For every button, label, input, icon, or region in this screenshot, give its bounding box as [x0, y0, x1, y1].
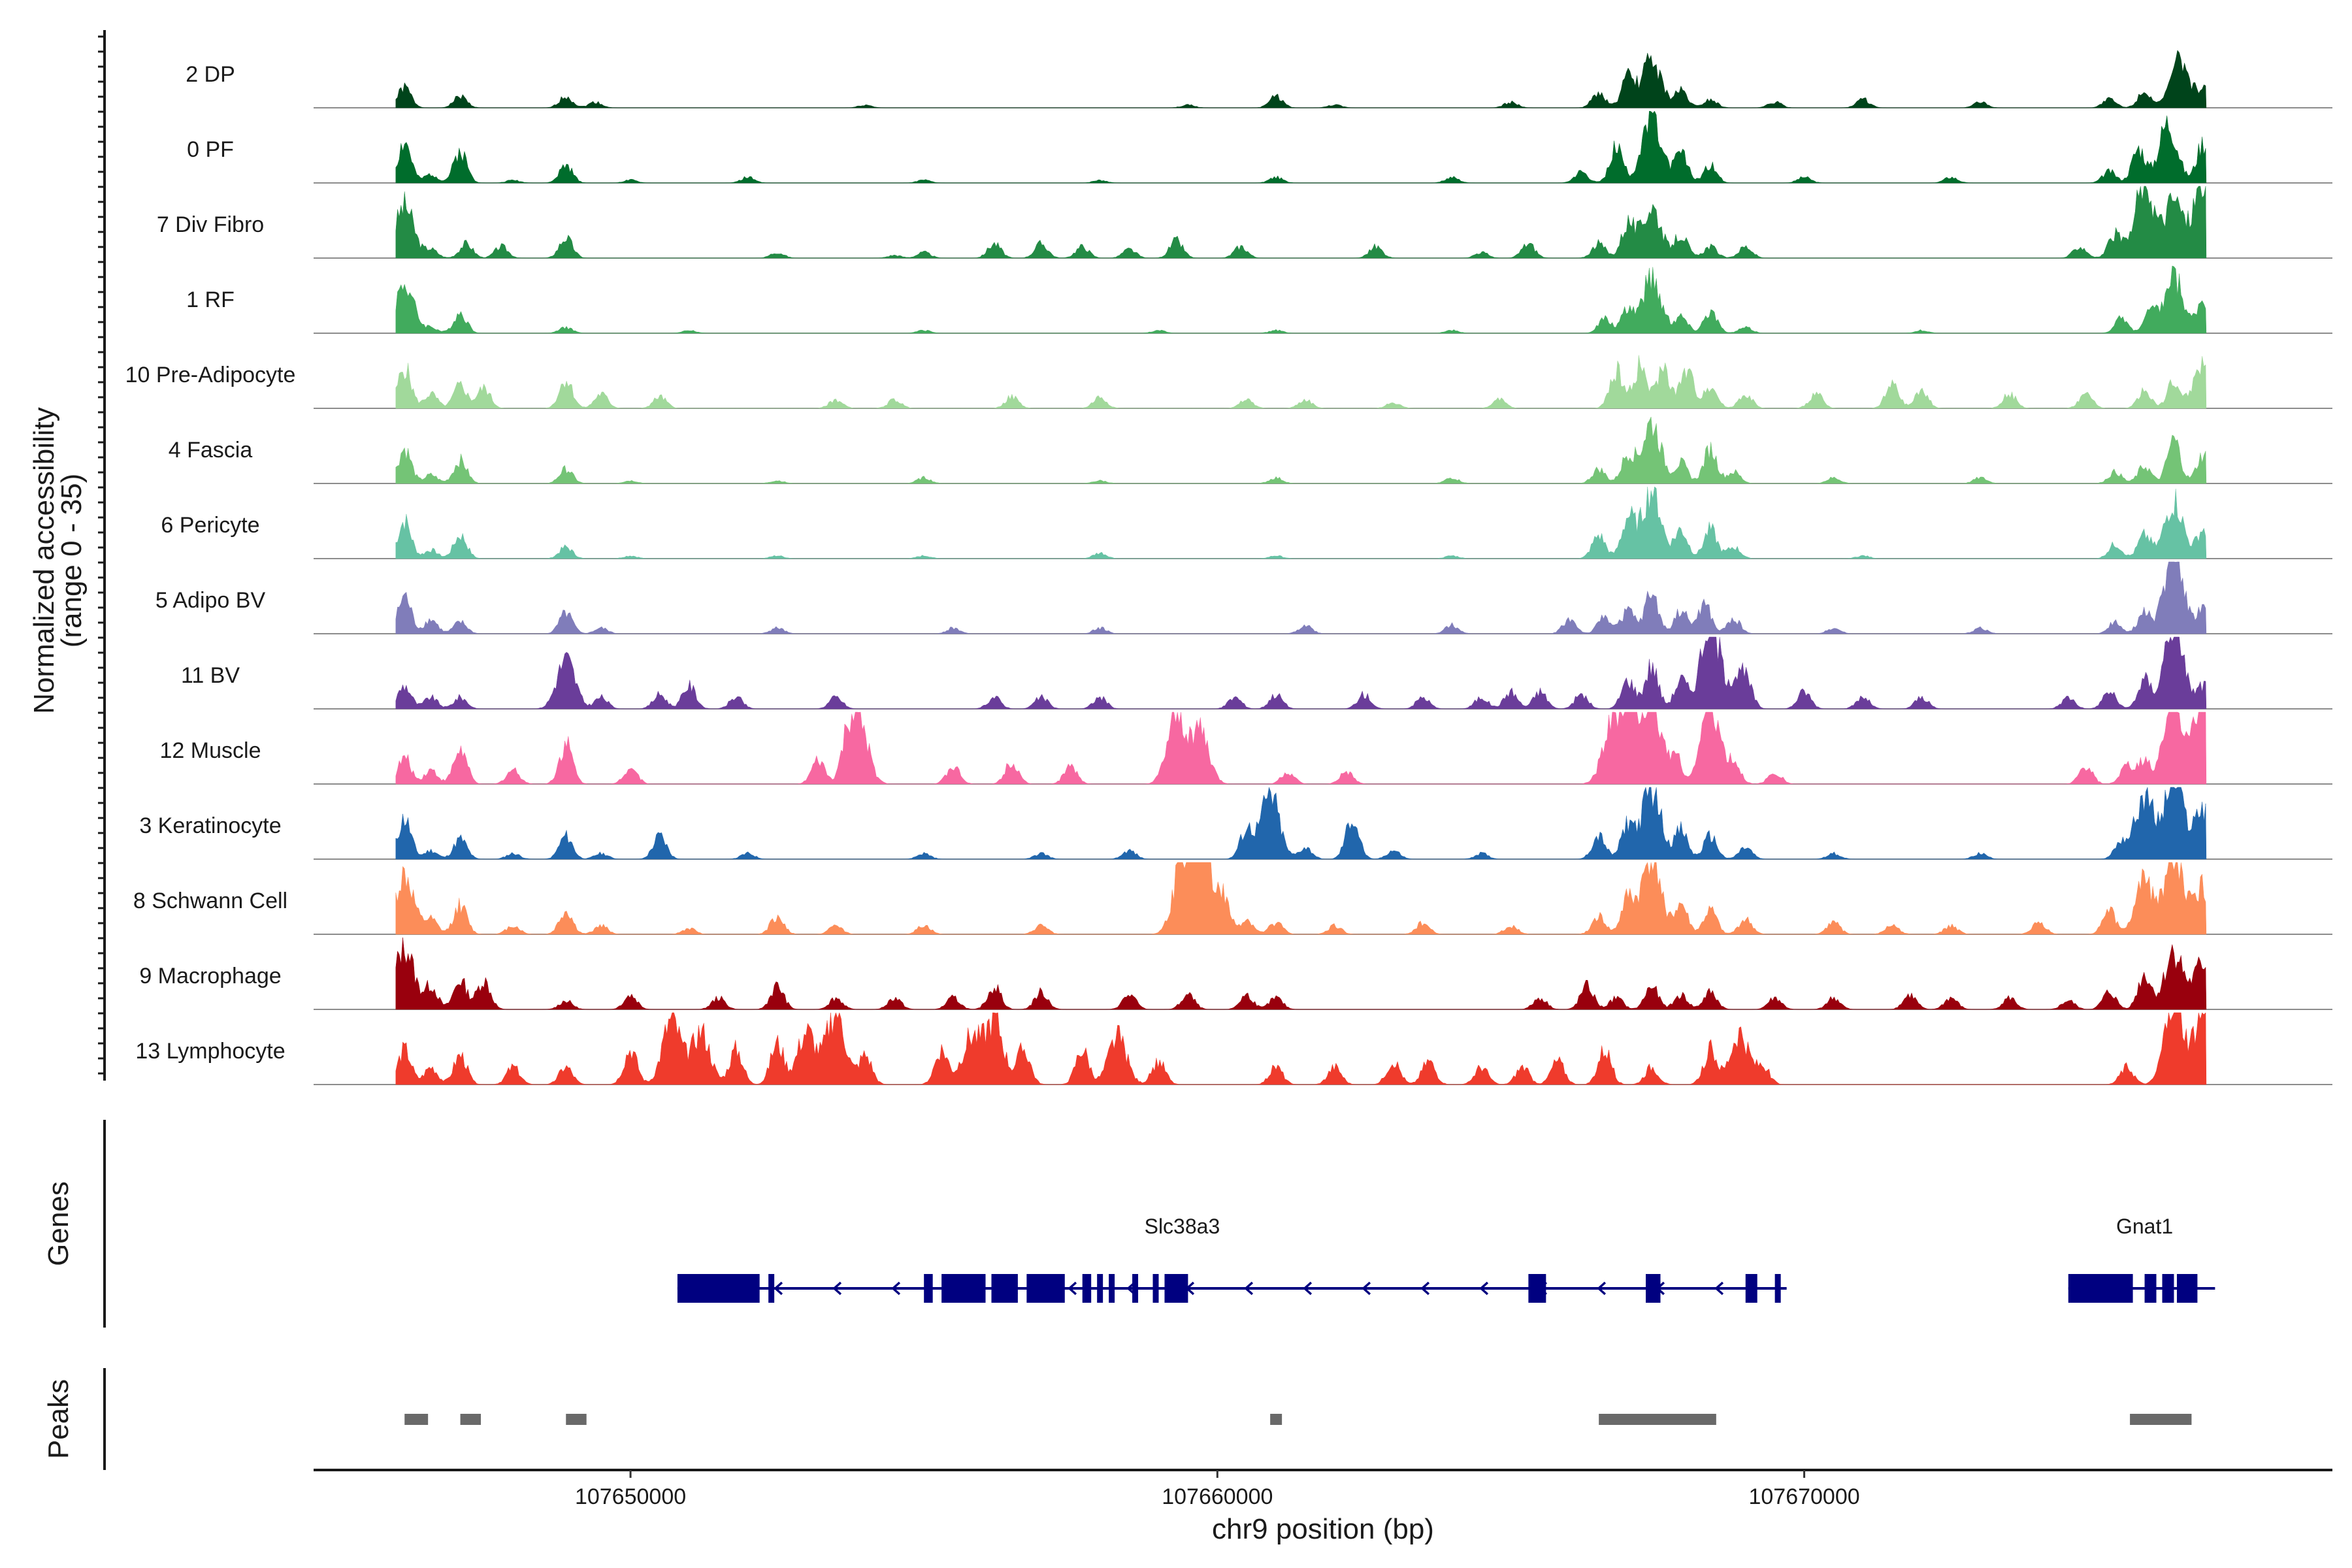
- genes-title: Genes: [42, 1181, 74, 1266]
- peak-region: [460, 1414, 482, 1425]
- coverage-area: [395, 355, 2207, 409]
- track-label: 10 Pre-Adipocyte: [125, 363, 296, 387]
- track-3-keratinocyte: 3 Keratinocyte: [139, 787, 2332, 860]
- strand-arrow: [1420, 1281, 1430, 1296]
- strand-arrow: [832, 1281, 842, 1296]
- exon: [1774, 1274, 1781, 1303]
- track-label: 11 BV: [181, 663, 240, 688]
- track-12-muscle: 12 Muscle: [160, 711, 2332, 785]
- track-9-macrophage: 9 Macrophage: [139, 937, 2332, 1010]
- coverage-area: [395, 636, 2207, 710]
- track-label: 2 DP: [186, 62, 235, 87]
- track-label: 12 Muscle: [160, 738, 261, 763]
- track-4-fascia: 4 Fascia: [169, 416, 2332, 484]
- exon: [991, 1274, 1018, 1303]
- coverage-area: [395, 110, 2207, 184]
- coverage-tracks: 2 DP 0 PF 7 Div Fibro 1 RF 10 Pre-Adipocyte 4…: [125, 50, 2332, 1085]
- track-1-rf: 1 RF: [186, 265, 2332, 334]
- track-label: 8 Schwann Cell: [133, 889, 287, 913]
- track-0-pf: 0 PF: [187, 110, 2332, 184]
- track-6-pericyte: 6 Pericyte: [161, 486, 2332, 559]
- track-label: 13 Lymphocyte: [135, 1039, 285, 1064]
- track-label: 1 RF: [186, 287, 235, 312]
- coverage-area: [395, 486, 2207, 559]
- coverage-area: [395, 1012, 2207, 1085]
- exon: [1152, 1274, 1159, 1303]
- y-axis-range: (range 0 - 35): [56, 474, 88, 648]
- exon: [2162, 1274, 2174, 1303]
- exon: [1109, 1274, 1115, 1303]
- peak-annotation: [404, 1414, 2192, 1425]
- exon: [1528, 1274, 1546, 1303]
- track-5-adipo-bv: 5 Adipo BV: [155, 561, 2332, 634]
- track-label: 9 Macrophage: [139, 964, 281, 988]
- strand-arrow: [774, 1281, 783, 1296]
- peak-region: [404, 1414, 429, 1425]
- strand-arrow: [1362, 1281, 1371, 1296]
- coverage-area: [395, 937, 2207, 1010]
- exon: [1745, 1274, 1757, 1303]
- coverage-area: [395, 711, 2207, 785]
- gene-annotation: Slc38a3 Gnat1: [677, 1215, 2215, 1303]
- exon: [768, 1274, 775, 1303]
- gene-label: Gnat1: [2116, 1215, 2173, 1238]
- exon: [1097, 1274, 1103, 1303]
- coverage-area: [395, 265, 2207, 334]
- peak-region: [566, 1414, 587, 1425]
- exon: [1132, 1274, 1139, 1303]
- exon: [941, 1274, 986, 1303]
- exon: [1082, 1274, 1092, 1303]
- exon: [1026, 1274, 1065, 1303]
- accessibility-y-axis: [98, 30, 106, 1081]
- track-label: 7 Div Fibro: [157, 212, 264, 237]
- track-13-lymphocyte: 13 Lymphocyte: [135, 1012, 2332, 1085]
- exon: [2144, 1274, 2157, 1303]
- coverage-area: [395, 186, 2207, 259]
- coverage-area: [395, 862, 2207, 935]
- x-tick-label: 107670000: [1748, 1484, 1859, 1509]
- peaks-title: Peaks: [42, 1379, 74, 1459]
- peak-region: [2130, 1414, 2192, 1425]
- gene-slc38a3: Slc38a3: [677, 1215, 1787, 1303]
- track-label: 4 Fascia: [169, 438, 253, 463]
- strand-arrow: [1597, 1281, 1607, 1296]
- exon: [2068, 1274, 2133, 1303]
- coverage-area: [395, 561, 2207, 634]
- x-axis-ticks: 107650000 107660000 107670000: [575, 1470, 1860, 1509]
- coverage-area: [395, 50, 2207, 108]
- exon: [677, 1274, 760, 1303]
- coverage-area: [395, 787, 2207, 860]
- track-label: 5 Adipo BV: [155, 588, 266, 613]
- y-axis-title: Normalized accessibility: [28, 407, 60, 713]
- x-tick-label: 107660000: [1162, 1484, 1273, 1509]
- track-label: 3 Keratinocyte: [139, 813, 281, 838]
- peak-region: [1270, 1414, 1282, 1425]
- strand-arrow: [1479, 1281, 1489, 1296]
- strand-arrow: [1303, 1281, 1313, 1296]
- x-axis-title: chr9 position (bp): [1212, 1513, 1434, 1545]
- strand-arrow: [1714, 1281, 1724, 1296]
- exon: [1164, 1274, 1188, 1303]
- track-2-dp: 2 DP: [186, 50, 2332, 108]
- exon: [2176, 1274, 2198, 1303]
- gene-label: Slc38a3: [1145, 1215, 1220, 1238]
- strand-arrow: [891, 1281, 901, 1296]
- strand-arrow: [1244, 1281, 1254, 1296]
- x-tick-label: 107650000: [575, 1484, 686, 1509]
- track-label: 6 Pericyte: [161, 513, 259, 538]
- peak-region: [1599, 1414, 1716, 1425]
- track-8-schwann-cell: 8 Schwann Cell: [133, 862, 2332, 935]
- exon: [924, 1274, 933, 1303]
- track-7-div-fibro: 7 Div Fibro: [157, 186, 2332, 259]
- gene-gnat1: Gnat1: [2068, 1215, 2215, 1303]
- track-11-bv: 11 BV: [181, 636, 2332, 710]
- track-10-pre-adipocyte: 10 Pre-Adipocyte: [125, 355, 2332, 409]
- track-label: 0 PF: [187, 137, 234, 162]
- exon: [1646, 1274, 1661, 1303]
- coverage-area: [395, 416, 2207, 484]
- strand-arrow: [1068, 1281, 1077, 1296]
